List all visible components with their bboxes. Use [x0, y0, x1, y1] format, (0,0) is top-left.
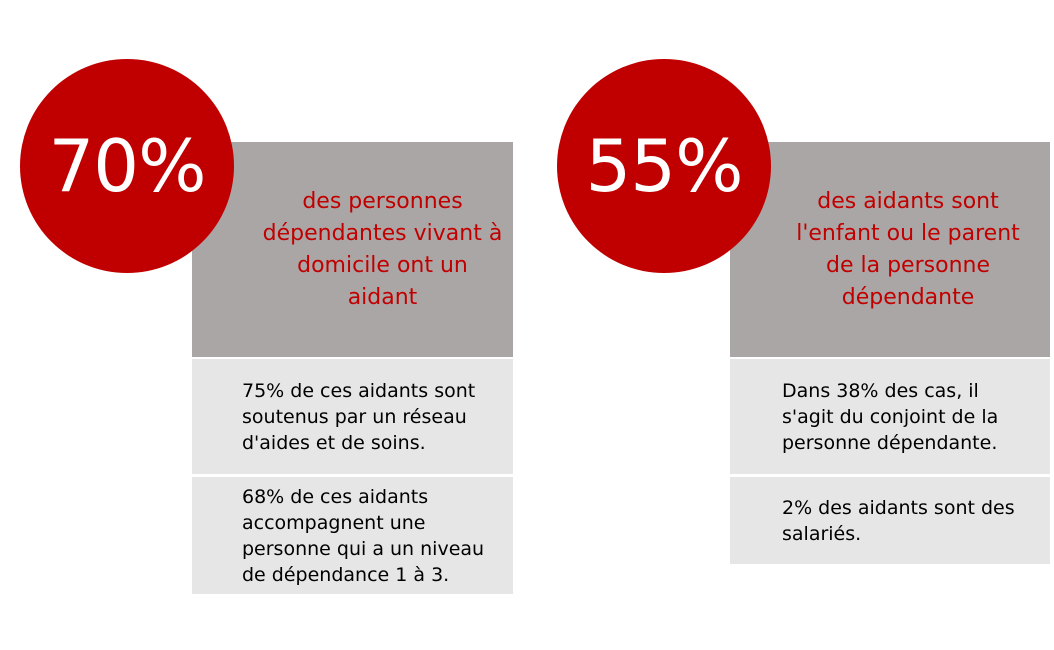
- detail-row: 68% de ces aidants accompagnent une pers…: [192, 477, 513, 594]
- stat-value: 55%: [585, 124, 743, 208]
- detail-row: 75% de ces aidants sont soutenus par un …: [192, 359, 513, 474]
- detail-row: Dans 38% des cas, il s'agit du conjoint …: [730, 359, 1050, 474]
- stat-circle: 55%: [557, 59, 771, 273]
- detail-text: 75% de ces aidants sont soutenus par un …: [242, 379, 476, 454]
- detail-text: Dans 38% des cas, il s'agit du conjoint …: [782, 379, 999, 454]
- stat-headline-text: des personnes dépendantes vivant à domic…: [262, 188, 503, 310]
- stat-circle: 70%: [20, 59, 234, 273]
- detail-text: 68% de ces aidants accompagnent une pers…: [242, 485, 485, 586]
- detail-text: 2% des aidants sont des salariés.: [782, 496, 1015, 545]
- stat-value: 70%: [48, 124, 206, 208]
- stat-headline-text: des aidants sont l'enfant ou le parent d…: [796, 188, 1020, 310]
- stat-headline-box: des aidants sont l'enfant ou le parent d…: [730, 142, 1050, 357]
- detail-row: 2% des aidants sont des salariés.: [730, 477, 1050, 564]
- stat-headline-box: des personnes dépendantes vivant à domic…: [192, 142, 513, 357]
